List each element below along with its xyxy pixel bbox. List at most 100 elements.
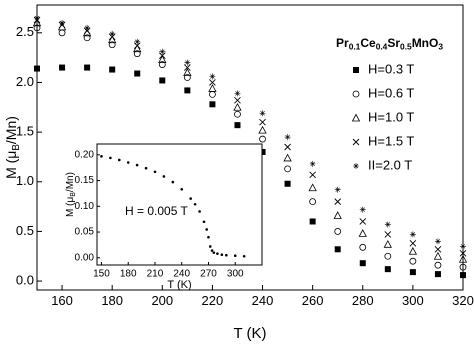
marker [100, 155, 103, 158]
y-tick-label: 2.0 [16, 74, 34, 89]
marker [283, 153, 292, 162]
x-tick-label: 210 [147, 269, 164, 280]
y-axis-label-part: B [11, 144, 22, 151]
marker [34, 65, 40, 72]
annotation-part: Sr [387, 36, 400, 50]
marker [434, 271, 441, 278]
legend-marker [353, 163, 359, 169]
x-tick-label: 180 [120, 269, 137, 280]
marker [409, 240, 417, 247]
marker [334, 228, 342, 235]
marker [383, 239, 392, 248]
marker [133, 50, 141, 58]
marker [309, 160, 316, 167]
marker [208, 245, 212, 248]
legend-label: H=0.6 T [368, 85, 414, 100]
marker [259, 110, 266, 117]
marker [134, 70, 141, 77]
marker [359, 243, 367, 251]
marker [32, 18, 42, 27]
marker [460, 243, 466, 250]
marker [460, 272, 466, 279]
legend-label: H=1.0 T [368, 109, 414, 124]
marker [159, 48, 166, 55]
x-tick-label: 160 [51, 293, 73, 308]
x-tick-label: 320 [452, 293, 474, 308]
marker [459, 249, 467, 257]
marker [409, 257, 417, 265]
marker [434, 261, 442, 269]
marker [259, 118, 266, 126]
marker [144, 166, 148, 170]
marker [284, 134, 291, 141]
x-tick-label: 240 [173, 269, 190, 280]
marker [284, 180, 291, 187]
annotation: Pr0.1Ce0.4Sr0.5MnO3 [336, 36, 443, 52]
annotation-part: MnO [412, 36, 439, 50]
y-tick-label: 0.00 [75, 252, 95, 263]
marker [212, 251, 216, 254]
marker [334, 186, 341, 193]
marker [209, 101, 216, 108]
marker [117, 158, 121, 162]
marker [359, 218, 367, 225]
marker [384, 266, 391, 273]
marker [126, 161, 130, 164]
y-tick-label: 2.5 [16, 24, 34, 39]
marker [259, 148, 266, 155]
marker [309, 198, 317, 206]
marker [459, 263, 467, 271]
marker [162, 175, 166, 178]
legend-label: II=2.0 T [368, 157, 412, 172]
x-tick-label: 240 [252, 293, 274, 308]
marker [109, 30, 116, 37]
x-axis-label: T (K) [233, 325, 266, 342]
marker [434, 245, 442, 253]
x-tick-label: 200 [151, 293, 173, 308]
marker [309, 218, 316, 225]
annotation-part: 0.5 [400, 42, 412, 52]
marker [159, 77, 166, 84]
x-tick-label: 280 [352, 293, 374, 308]
marker [409, 269, 416, 276]
x-axis-label: T (K) [167, 279, 191, 291]
legend-marker [352, 138, 360, 146]
marker [334, 198, 342, 205]
y-axis-label: M (μB/Mn) [3, 116, 22, 179]
x-tick-label: 220 [202, 293, 224, 308]
marker [184, 59, 191, 66]
marker [83, 34, 91, 42]
marker [359, 206, 366, 213]
marker [158, 55, 167, 64]
marker [216, 252, 219, 255]
y-axis-label: M (μB/Mn) [65, 172, 77, 217]
x-tick-label: 260 [302, 293, 324, 308]
y-tick-label: 0.10 [75, 201, 95, 212]
marker [209, 79, 216, 86]
marker [209, 73, 216, 80]
y-tick-label: 0.05 [75, 227, 95, 238]
marker [84, 24, 91, 31]
plot-frame [96, 143, 263, 266]
y-tick-label: 1.0 [16, 173, 34, 188]
marker [202, 220, 206, 224]
marker [234, 110, 241, 118]
y-tick-label: 0.5 [16, 223, 34, 238]
marker [308, 183, 317, 192]
marker [84, 64, 91, 71]
annotation-part: 0.1 [349, 42, 361, 52]
marker [205, 228, 209, 231]
marker [284, 143, 291, 151]
marker [258, 125, 267, 134]
marker [183, 74, 191, 81]
marker [109, 156, 112, 160]
marker [233, 254, 237, 258]
marker [234, 90, 241, 97]
marker [225, 253, 228, 257]
marker [133, 44, 142, 53]
x-tick-label: 270 [200, 269, 217, 280]
marker [434, 238, 441, 245]
marker [108, 35, 117, 44]
marker [198, 210, 201, 213]
